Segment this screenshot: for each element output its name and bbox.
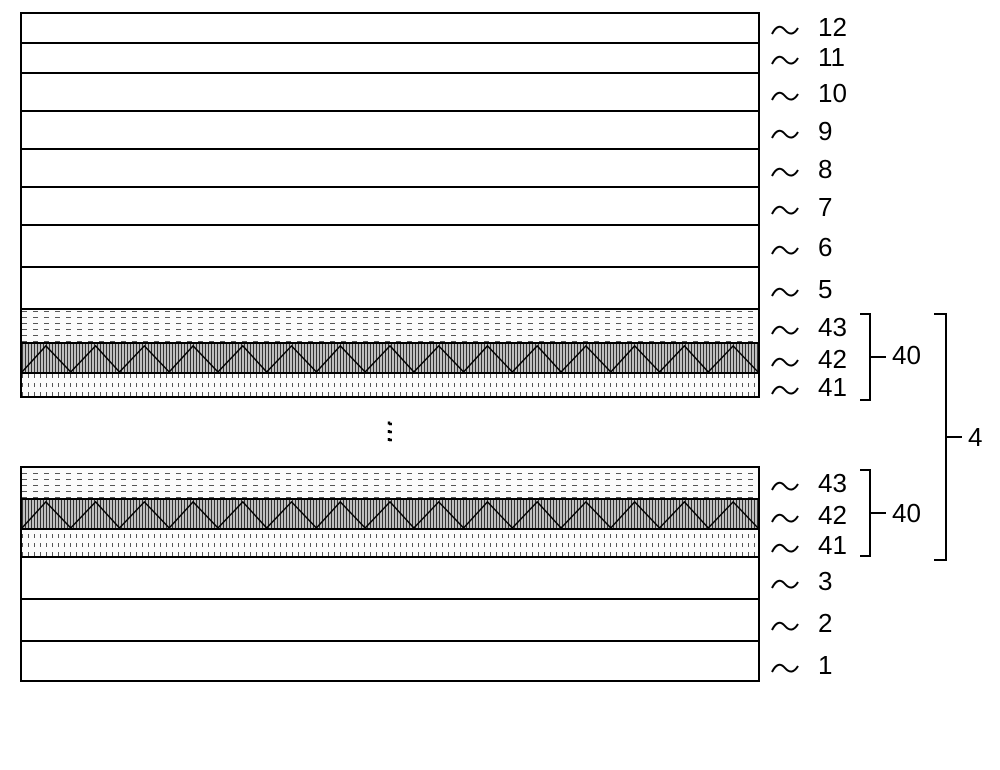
label-2: 2 (818, 608, 832, 639)
squiggle-8 (770, 162, 800, 180)
label-4: 4 (968, 422, 982, 453)
layer-7 (22, 186, 758, 224)
layer-11 (22, 42, 758, 72)
layer-42-top (22, 342, 758, 372)
label-41-bot: 41 (818, 530, 847, 561)
bracket-4 (930, 310, 970, 564)
top-block (20, 12, 760, 398)
bracket-40-top (856, 310, 896, 404)
squiggle-9 (770, 124, 800, 142)
squiggle-41b (770, 538, 800, 556)
triangle-pattern-svg (22, 500, 758, 528)
layer-5 (22, 266, 758, 308)
layer-10 (22, 72, 758, 110)
layer-6 (22, 224, 758, 266)
label-11: 11 (818, 42, 845, 73)
bottom-block (20, 466, 760, 682)
squiggle-10 (770, 86, 800, 104)
squiggle-3 (770, 574, 800, 592)
layer-43-top (22, 308, 758, 342)
squiggle-7 (770, 200, 800, 218)
label-42-bot: 42 (818, 500, 847, 531)
layer-12 (22, 12, 758, 42)
layer-2 (22, 598, 758, 640)
layer-42-bot (22, 498, 758, 528)
label-8: 8 (818, 154, 832, 185)
layer-stack-diagram: ⋯ ⋮ 12 11 10 9 8 7 6 5 43 42 4 (10, 10, 990, 760)
squiggle-5 (770, 282, 800, 300)
squiggle-42t (770, 352, 800, 370)
squiggle-1 (770, 658, 800, 676)
squiggle-2 (770, 616, 800, 634)
label-41-top: 41 (818, 372, 847, 403)
squiggle-6 (770, 240, 800, 258)
squiggle-41t (770, 380, 800, 398)
label-6: 6 (818, 232, 832, 263)
label-3: 3 (818, 566, 832, 597)
triangle-pattern-svg (22, 344, 758, 372)
label-40-top: 40 (892, 340, 921, 371)
label-12: 12 (818, 12, 847, 43)
label-40-bot: 40 (892, 498, 921, 529)
label-7: 7 (818, 192, 832, 223)
label-43-top: 43 (818, 312, 847, 343)
squiggle-43t (770, 320, 800, 338)
label-9: 9 (818, 116, 832, 147)
label-43-bot: 43 (818, 468, 847, 499)
layer-9 (22, 110, 758, 148)
squiggle-12 (770, 20, 800, 38)
label-42-top: 42 (818, 344, 847, 375)
layer-41-bot (22, 528, 758, 556)
layer-8 (22, 148, 758, 186)
label-1: 1 (818, 650, 832, 681)
squiggle-42b (770, 508, 800, 526)
layer-41-top (22, 372, 758, 398)
layer-43-bot (22, 466, 758, 498)
squiggle-11 (770, 50, 800, 68)
continuation-ellipsis2: ⋮ (10, 420, 750, 444)
label-10: 10 (818, 78, 847, 109)
bracket-40-bot (856, 466, 896, 560)
layer-3 (22, 556, 758, 598)
label-5: 5 (818, 274, 832, 305)
layer-1 (22, 640, 758, 682)
squiggle-43b (770, 476, 800, 494)
